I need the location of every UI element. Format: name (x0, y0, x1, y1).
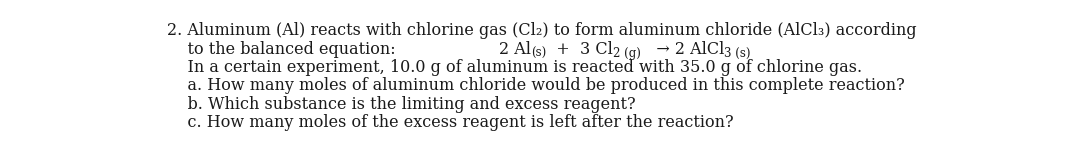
Text: → 2 AlCl: → 2 AlCl (642, 41, 725, 57)
Text: c. How many moles of the excess reagent is left after the reaction?: c. How many moles of the excess reagent … (166, 114, 733, 131)
Text: 2 (g): 2 (g) (613, 47, 642, 60)
Text: a. How many moles of aluminum chloride would be produced in this complete reacti: a. How many moles of aluminum chloride w… (166, 77, 905, 94)
Text: +  3 Cl: + 3 Cl (546, 41, 613, 57)
Text: 3 (s): 3 (s) (725, 47, 751, 60)
Text: (s): (s) (531, 47, 546, 60)
Text: to the balanced equation:: to the balanced equation: (166, 41, 395, 57)
Text: 2 Al: 2 Al (499, 41, 531, 57)
Text: In a certain experiment, 10.0 g of aluminum is reacted with 35.0 g of chlorine g: In a certain experiment, 10.0 g of alumi… (166, 59, 862, 76)
Text: b. Which substance is the limiting and excess reagent?: b. Which substance is the limiting and e… (166, 96, 635, 112)
Text: 2. Aluminum (Al) reacts with chlorine gas (Cl₂) to form aluminum chloride (AlCl₃: 2. Aluminum (Al) reacts with chlorine ga… (166, 22, 917, 39)
